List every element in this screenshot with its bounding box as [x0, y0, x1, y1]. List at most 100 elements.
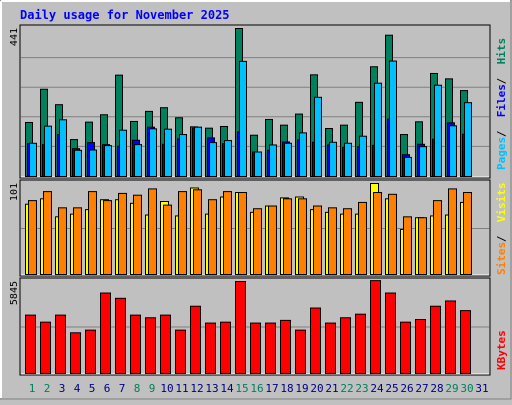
bar-sites-day-19 [298, 198, 307, 275]
bar-sites-day-24 [373, 192, 382, 275]
legend-visits-sites: Sites / Visits [495, 182, 508, 275]
bar-pages-day-3 [59, 119, 67, 177]
bar-pages-day-12 [194, 126, 202, 177]
bar-pages-day-23 [359, 135, 367, 177]
x-tick-label-day-24: 24 [370, 382, 384, 395]
bar-pages-day-9 [149, 128, 157, 177]
bar-sites-day-20 [313, 205, 322, 275]
x-tick-label-day-8: 8 [134, 382, 141, 395]
bar-kbytes-day-26 [400, 321, 411, 374]
bar-sites-day-18 [283, 198, 292, 275]
bar-sites-day-17 [268, 205, 277, 275]
x-tick-label-day-25: 25 [385, 382, 398, 395]
bar-pages-day-24 [374, 82, 382, 177]
bar-sites-day-22 [343, 208, 352, 275]
legend-hits-files-pages: Pages / Files / Hits [495, 38, 508, 170]
legend-visits: Visits [495, 182, 508, 222]
legend-separator: / [495, 235, 508, 242]
bar-pages-day-13 [209, 142, 217, 177]
x-tick-label-day-31: 31 [475, 382, 488, 395]
bar-sites-day-9 [148, 188, 157, 276]
y-max-label-hits-files-pages: 441 [9, 28, 20, 46]
x-tick-label-day-22: 22 [340, 382, 353, 395]
bar-pages-day-28 [434, 84, 442, 177]
bar-sites-day-7 [118, 192, 127, 275]
bar-pages-day-22 [344, 142, 352, 178]
bar-kbytes-day-13 [205, 322, 216, 375]
bar-kbytes-day-21 [325, 322, 336, 375]
bar-sites-day-1 [28, 200, 37, 275]
x-tick-label-day-14: 14 [220, 382, 234, 395]
bar-kbytes-day-18 [280, 319, 291, 375]
x-tick-label-day-3: 3 [59, 382, 66, 395]
bar-kbytes-day-22 [340, 317, 351, 375]
bar-kbytes-day-9 [145, 317, 156, 375]
bar-kbytes-day-27 [415, 319, 426, 374]
x-tick-label-day-29: 29 [445, 382, 458, 395]
legends: Pages / Files / Hits Sites / Visits KBytes [495, 38, 508, 370]
bar-pages-day-17 [269, 144, 277, 178]
bar-kbytes-day-6 [100, 292, 111, 374]
bar-pages-day-16 [254, 151, 262, 177]
x-tick-label-day-5: 5 [89, 382, 96, 395]
y-axis-labels: 441 101 5845 [9, 28, 20, 305]
legend-separator: / [495, 130, 508, 137]
bar-kbytes-day-20 [310, 307, 321, 375]
x-tick-label-day-10: 10 [160, 382, 173, 395]
x-tick-label-day-12: 12 [190, 382, 203, 395]
x-tick-label-day-16: 16 [250, 382, 263, 395]
bar-kbytes-day-1 [25, 314, 36, 375]
bar-sites-day-21 [328, 207, 337, 275]
x-tick-label-day-28: 28 [430, 382, 443, 395]
bar-kbytes-day-14 [220, 321, 231, 374]
x-tick-label-day-17: 17 [265, 382, 278, 395]
bar-sites-day-8 [133, 194, 142, 276]
bar-pages-day-27 [419, 146, 427, 177]
x-tick-label-day-26: 26 [400, 382, 413, 395]
x-tick-label-day-11: 11 [175, 382, 188, 395]
x-tick-label-day-1: 1 [29, 382, 36, 395]
bar-kbytes-day-10 [160, 314, 171, 375]
bar-sites-day-14 [223, 191, 232, 276]
legend-kbytes-text: KBytes [495, 330, 508, 370]
x-tick-label-day-30: 30 [460, 382, 473, 395]
bar-kbytes-day-3 [55, 314, 66, 375]
x-tick-label-day-20: 20 [310, 382, 323, 395]
bar-pages-day-21 [329, 141, 337, 177]
x-tick-label-day-6: 6 [104, 382, 111, 395]
bar-sites-day-26 [403, 216, 412, 276]
bar-sites-day-13 [208, 199, 217, 275]
bar-sites-day-11 [178, 191, 187, 276]
y-max-label-kbytes: 5845 [9, 281, 20, 305]
bar-kbytes-day-25 [385, 292, 396, 374]
legend-separator: / [495, 78, 508, 85]
bar-pages-day-5 [89, 149, 97, 178]
bars-layer [25, 28, 472, 375]
bar-kbytes-day-29 [445, 300, 456, 375]
bar-sites-day-5 [88, 191, 97, 276]
legend-kbytes: KBytes [495, 330, 508, 370]
bar-pages-day-2 [44, 125, 52, 178]
x-tick-label-day-19: 19 [295, 382, 308, 395]
bar-kbytes-day-5 [85, 329, 96, 374]
bar-kbytes-day-28 [430, 305, 441, 374]
bar-kbytes-day-19 [295, 329, 306, 374]
legend-hits: Hits [495, 38, 508, 65]
bar-pages-day-20 [314, 96, 322, 177]
y-max-label-visits-sites: 101 [9, 183, 20, 201]
bar-sites-day-27 [418, 217, 427, 275]
bar-pages-day-25 [389, 60, 397, 177]
bar-kbytes-day-4 [70, 332, 81, 375]
bar-sites-day-29 [448, 188, 457, 276]
bar-pages-day-15 [239, 60, 247, 178]
x-tick-label-day-13: 13 [205, 382, 218, 395]
bar-sites-day-2 [43, 191, 52, 276]
bar-sites-day-3 [58, 207, 67, 275]
legend-files: Files [495, 84, 508, 117]
legend-pages: Pages [495, 137, 508, 170]
bar-kbytes-day-24 [370, 280, 381, 374]
chart-title: Daily usage for November 2025 [20, 8, 230, 22]
bar-pages-day-11 [179, 134, 187, 177]
bar-pages-day-10 [164, 128, 172, 177]
